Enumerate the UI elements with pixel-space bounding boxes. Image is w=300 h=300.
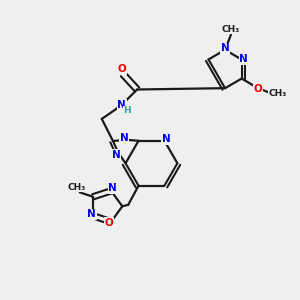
Text: H: H — [124, 106, 131, 116]
Text: N: N — [108, 183, 117, 193]
Text: O: O — [104, 218, 113, 228]
Text: N: N — [87, 209, 96, 219]
Text: N: N — [221, 44, 230, 53]
Text: CH₃: CH₃ — [67, 183, 86, 192]
Text: N: N — [239, 55, 248, 64]
Text: O: O — [254, 85, 262, 94]
Text: O: O — [117, 64, 126, 74]
Text: N: N — [112, 150, 121, 160]
Text: N: N — [161, 134, 170, 144]
Text: CH₃: CH₃ — [268, 89, 287, 98]
Text: N: N — [117, 100, 126, 110]
Text: N: N — [120, 133, 128, 143]
Text: CH₃: CH₃ — [222, 25, 240, 34]
